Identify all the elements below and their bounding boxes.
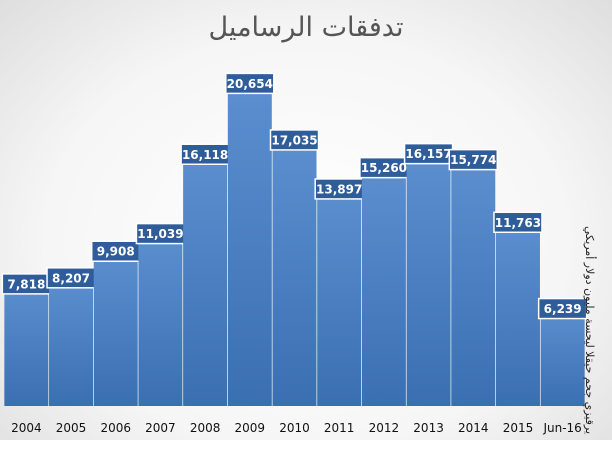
value-label: 16,157 — [405, 147, 451, 161]
value-label: 8,207 — [52, 271, 90, 285]
bar-2012 — [361, 167, 406, 406]
x-tick-label: 2004 — [11, 421, 42, 435]
value-label: 20,654 — [227, 77, 273, 91]
value-label-box — [225, 72, 275, 95]
value-label: 16,118 — [182, 148, 228, 162]
bar-2007 — [138, 233, 183, 406]
bar-Jun-16 — [540, 308, 585, 406]
x-tick-label: 2014 — [458, 421, 489, 435]
value-label: 15,774 — [450, 153, 496, 167]
value-label: 7,818 — [7, 277, 45, 291]
x-tick-label: 2006 — [100, 421, 131, 435]
value-label: 9,908 — [97, 245, 135, 259]
value-label: 6,239 — [544, 302, 582, 316]
value-label-box — [493, 211, 543, 234]
x-tick-label: 2005 — [56, 421, 87, 435]
chart-plot: 7,818 2004 8,207 2005 9,908 2006 11,039 2007 16,… — [1, 72, 588, 435]
bar-2005 — [49, 277, 94, 406]
value-label-box — [537, 297, 588, 320]
x-tick-label: 2015 — [503, 421, 534, 435]
x-tick-label: 2007 — [145, 421, 176, 435]
value-label: 11,763 — [495, 216, 541, 230]
bar-2008 — [183, 154, 228, 406]
x-tick-label: 2008 — [190, 421, 221, 435]
bar-2015 — [495, 222, 540, 406]
y-axis-label: يرقيزي جحم حيقلا ليحسة مليون دولار أمريك… — [583, 225, 596, 435]
value-label-box — [448, 148, 499, 171]
value-label: 15,260 — [361, 161, 407, 175]
x-tick-label: 2009 — [235, 421, 266, 435]
chart-title: تدفقات الرساميل — [208, 12, 404, 43]
bar-2010 — [272, 139, 317, 407]
bar-2014 — [451, 159, 496, 406]
bars-layer: 7,818 2004 8,207 2005 9,908 2006 11,039 2007 16,… — [1, 72, 588, 435]
bar-2009 — [227, 83, 272, 407]
value-label: 11,039 — [137, 227, 183, 241]
bar-2013 — [406, 153, 451, 406]
value-label: 13,897 — [316, 182, 362, 196]
x-tick-label: Jun-16 — [542, 421, 581, 435]
chart: تدفقات الرساميل 7,818 2004 8,207 2005 9,908 2… — [0, 0, 612, 440]
bar-2011 — [317, 188, 362, 406]
x-tick-label: 2012 — [369, 421, 400, 435]
x-tick-label: 2013 — [413, 421, 444, 435]
bar-2004 — [4, 283, 49, 406]
x-tick-label: 2011 — [324, 421, 355, 435]
value-label: 17,035 — [271, 133, 317, 147]
x-tick-label: 2010 — [279, 421, 310, 435]
bar-2006 — [93, 251, 138, 406]
value-label-box — [269, 129, 320, 151]
